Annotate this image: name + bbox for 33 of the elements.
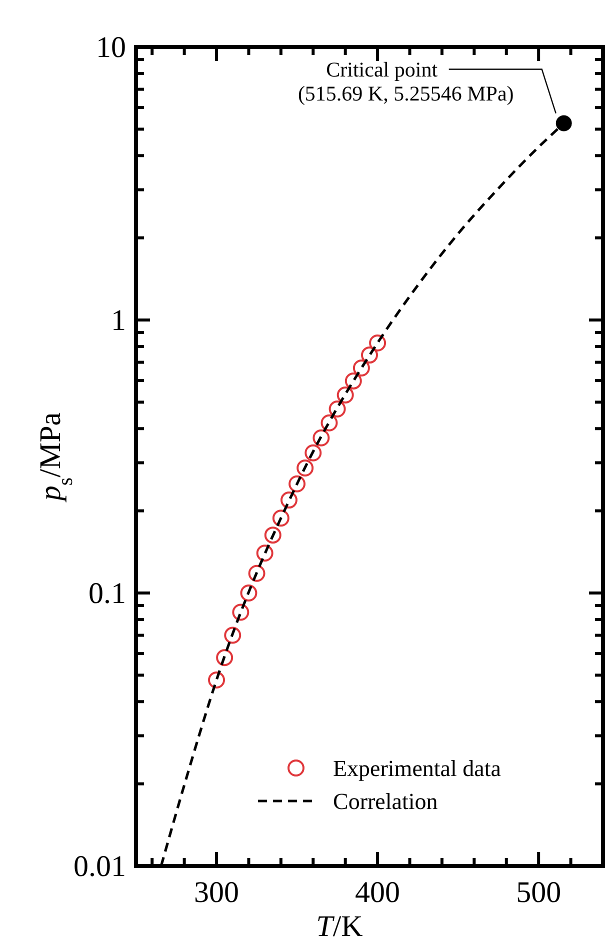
legend-label: Correlation <box>333 789 438 814</box>
point <box>240 584 258 602</box>
point <box>216 649 234 666</box>
point <box>232 604 250 621</box>
point <box>328 400 346 418</box>
point <box>256 544 274 562</box>
point <box>296 460 314 476</box>
point <box>280 492 298 509</box>
point <box>208 672 226 689</box>
point <box>312 429 330 446</box>
x-axis-title: T/K <box>316 910 364 941</box>
point <box>369 334 386 352</box>
point <box>320 414 338 432</box>
point <box>352 360 370 377</box>
point <box>344 372 362 390</box>
point <box>336 386 354 404</box>
point <box>361 346 378 364</box>
point <box>288 475 306 492</box>
x-tick-label: 400 <box>355 876 400 909</box>
annotation: Critical point (515.69 K, 5.25546 MPa) <box>298 57 514 106</box>
y-tick-label: 0.1 <box>88 577 126 610</box>
point <box>264 526 282 544</box>
point <box>304 444 322 462</box>
point <box>224 626 242 644</box>
legend-label: Experimental data <box>333 756 501 781</box>
y-tick-label: 1 <box>111 304 126 337</box>
point <box>248 564 266 582</box>
point <box>556 115 572 132</box>
y-tick-label: 10 <box>96 31 126 64</box>
x-tick-label: 500 <box>516 876 562 909</box>
x-tick-label: 300 <box>194 876 240 909</box>
point <box>272 510 290 527</box>
y-tick-label: 0.01 <box>74 850 126 883</box>
